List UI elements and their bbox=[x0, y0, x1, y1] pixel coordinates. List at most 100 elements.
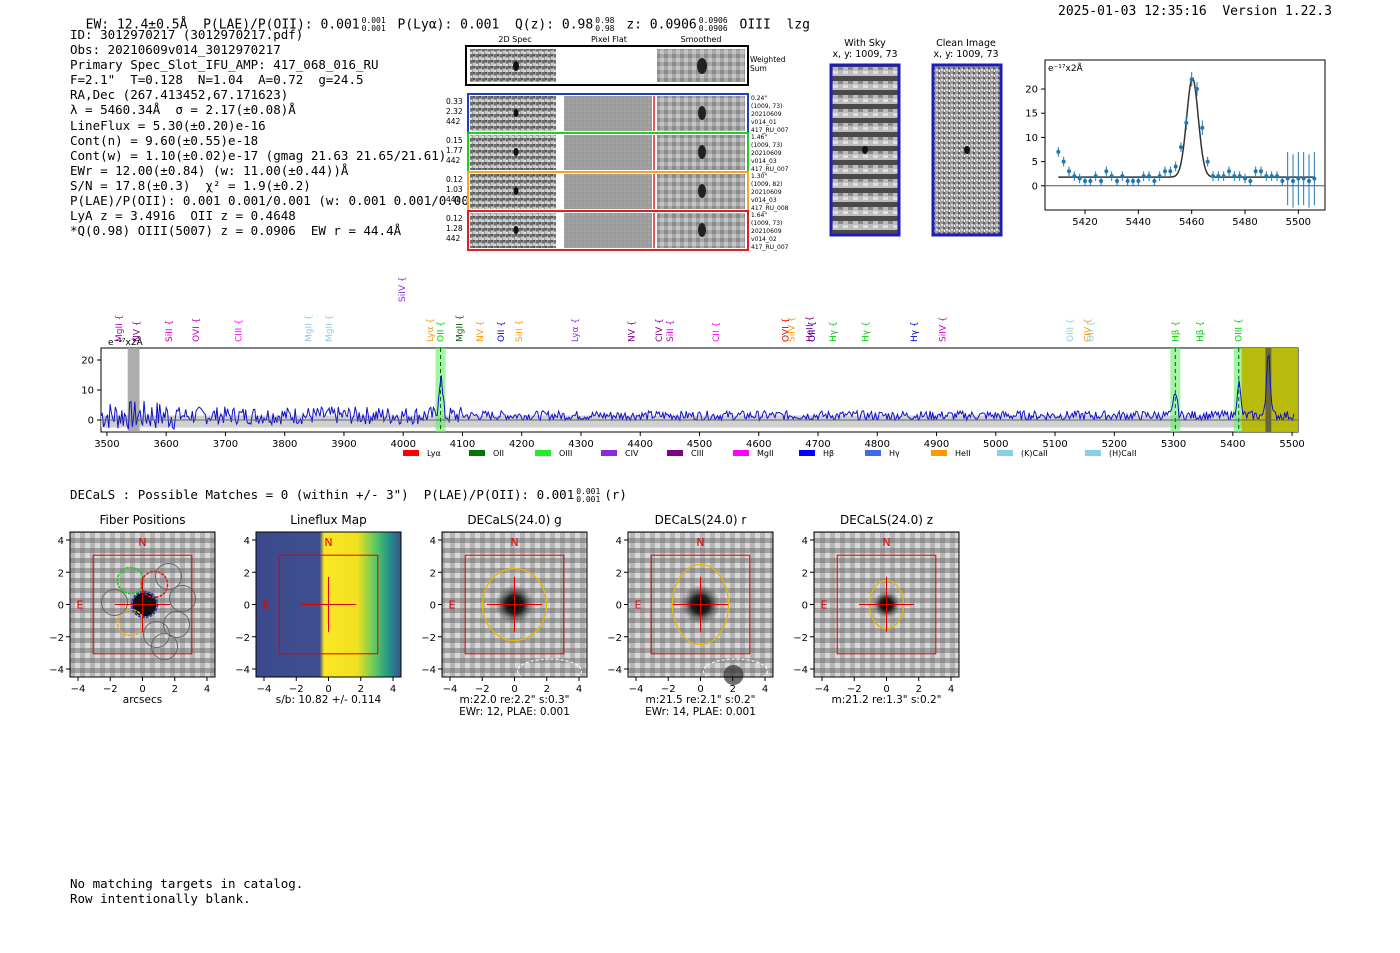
line-marker-label: SiIV { bbox=[938, 316, 948, 342]
cutout-xtick-label: 0 bbox=[511, 684, 517, 695]
line-marker-label: HeII { bbox=[806, 316, 816, 342]
zoom-point bbox=[1093, 174, 1098, 179]
zoom-point bbox=[1168, 169, 1173, 174]
masked-region bbox=[127, 348, 140, 432]
spectrum-ytick-label: 20 bbox=[81, 356, 94, 367]
info-line: S/N = 17.8(±0.3) χ² = 1.9(±0.2) bbox=[70, 177, 311, 193]
spectrum-bands bbox=[101, 348, 1298, 432]
fiber-right-label: 20210609 bbox=[751, 111, 782, 118]
spectrum-xtick-label: 4600 bbox=[746, 439, 771, 450]
fiber-2d-spot bbox=[513, 226, 519, 234]
fiber-left-label: 442 bbox=[446, 234, 461, 243]
cutout-caption-2: EWr: 14, PLAE: 0.001 bbox=[645, 706, 756, 718]
legend-label: Lyα bbox=[427, 449, 441, 458]
line-marker-label: SiII { bbox=[165, 320, 175, 342]
fiber-left-label: 442 bbox=[446, 156, 461, 165]
zoom-point bbox=[1083, 178, 1087, 183]
cutout-ytick-label: 4 bbox=[616, 536, 622, 547]
fiber-2d-spot bbox=[513, 187, 519, 195]
north-label: N bbox=[324, 536, 332, 549]
legend-label: CIV bbox=[625, 449, 639, 458]
zoom-point bbox=[1115, 178, 1119, 183]
legend-swatch bbox=[733, 450, 749, 456]
cutout-row: Fiber Positions N E −4 −2 0 2 4 4 2 0 −2 −4 arcsecs Li… bbox=[49, 513, 960, 718]
fiber-right-label: 417_RU_007 bbox=[751, 127, 789, 134]
with-sky-subtitle: x, y: 1009, 73 bbox=[832, 49, 898, 60]
line-marker-label: OVI { bbox=[781, 318, 791, 342]
fiber-circle-gray bbox=[169, 585, 196, 612]
clean-image-title: Clean Image x, y: 1009, 73 bbox=[891, 38, 1041, 60]
zoom-point bbox=[1077, 176, 1082, 181]
zoom-point bbox=[1131, 178, 1135, 183]
zoom-ytick-label: 15 bbox=[1025, 109, 1038, 120]
fiber-2d-stamp bbox=[470, 174, 556, 209]
col-header-2d: 2D Spec bbox=[498, 35, 531, 44]
legend-label: MgII bbox=[757, 449, 774, 458]
fiber-left-label: 0.33 bbox=[446, 97, 463, 106]
clean-image-subtitle: x, y: 1009, 73 bbox=[933, 49, 999, 60]
spectrum-xtick-label: 3800 bbox=[272, 439, 297, 450]
zoom-point bbox=[1200, 125, 1205, 130]
cutout-xtick-label: 2 bbox=[172, 684, 178, 695]
zoom-point bbox=[1179, 145, 1183, 150]
fiber-right-label: v014_03 bbox=[751, 197, 777, 204]
weighted-sum-label: Weighted Sum bbox=[750, 55, 786, 73]
info-line: P(LAE)/P(OII): 0.001 0.001/0.001 (w: 0.0… bbox=[70, 193, 484, 209]
zoom-point bbox=[1099, 178, 1103, 183]
fiber-left-label: 0.15 bbox=[446, 136, 463, 145]
fiber-right-label: v014_02 bbox=[751, 236, 777, 243]
legend-label: CIII bbox=[691, 449, 704, 458]
legend-swatch bbox=[601, 450, 617, 456]
zoom-point bbox=[1243, 176, 1247, 181]
fiber-right-label: 1.46" bbox=[751, 134, 767, 141]
fiber-right-label: 1.64" bbox=[751, 212, 767, 219]
fiber-right-label: 20210609 bbox=[751, 189, 782, 196]
zoom-point bbox=[1061, 159, 1066, 164]
line-marker-label: NV { bbox=[476, 321, 486, 342]
fiber-right-label: 417_RU_008 bbox=[751, 205, 789, 212]
line-marker-label: SiIV { bbox=[398, 276, 408, 302]
fiber-stamps-panel: 2D Spec Pixel Flat Smoothed Weighted Sum … bbox=[446, 35, 789, 251]
spectrum-xtick-label: 5400 bbox=[1220, 439, 1245, 450]
cutout-ytick-label: −2 bbox=[793, 633, 808, 644]
fiber-left-label: 1.77 bbox=[446, 146, 463, 155]
cutout-caption: m:22.0 re:2.2" s:0.3" bbox=[460, 694, 570, 706]
north-label: N bbox=[138, 536, 146, 549]
cutout-xtick-label: 4 bbox=[204, 684, 210, 695]
zoom-point bbox=[1163, 169, 1167, 174]
zoom-point bbox=[1189, 77, 1194, 82]
cutout-caption: m:21.2 re:1.3" s:0.2" bbox=[832, 694, 942, 706]
legend-swatch bbox=[799, 450, 815, 456]
cutout-ytick-label: 0 bbox=[58, 601, 64, 612]
cutout-ytick-label: 0 bbox=[802, 601, 808, 612]
spectrum-series bbox=[100, 354, 1298, 431]
cutout-ytick-label: 2 bbox=[244, 568, 250, 579]
line-marker-label: OVI { bbox=[192, 318, 202, 342]
cutout-xtick-label: 2 bbox=[544, 684, 550, 695]
weighted-sum-2d bbox=[470, 49, 556, 82]
line-marker-label: NV { bbox=[133, 321, 143, 342]
fiber-left-label: 0.12 bbox=[446, 214, 463, 223]
zoom-chart-ylabel: e⁻¹⁷x2Å bbox=[1048, 62, 1084, 74]
with-sky-title: With Sky x, y: 1009, 73 bbox=[790, 38, 940, 60]
cutout-ytick-label: −2 bbox=[235, 633, 250, 644]
zoom-point bbox=[1211, 174, 1215, 179]
detection-info: ID: 3012970217 (3012970217.pdf) Obs: 202… bbox=[70, 27, 484, 238]
legend-label: (H)CaII bbox=[1109, 449, 1136, 458]
cutout-caption: arcsecs bbox=[123, 694, 162, 706]
cutout-ytick-label: −2 bbox=[607, 633, 622, 644]
weighted-sum-smooth-spot bbox=[697, 58, 707, 74]
fiber-left-label: 442 bbox=[446, 117, 461, 126]
fiber-right-label: v014_01 bbox=[751, 119, 777, 126]
zoom-ticks: 5420 5440 5460 5480 5500 0 5 10 15 20 bbox=[1025, 85, 1311, 228]
cutout-ytick-label: 2 bbox=[430, 568, 436, 579]
line-marker-label: MgII { bbox=[325, 315, 335, 342]
fiber-2d-stamp bbox=[470, 213, 556, 248]
cutout-title: DECaLS(24.0) z bbox=[840, 513, 933, 527]
cutout-ytick-label: −4 bbox=[421, 665, 436, 676]
legend-label: HeII bbox=[955, 449, 971, 458]
zoom-point bbox=[1296, 176, 1301, 181]
cutout-ytick-label: 2 bbox=[616, 568, 622, 579]
spectrum-xtick-label: 5300 bbox=[1161, 439, 1186, 450]
